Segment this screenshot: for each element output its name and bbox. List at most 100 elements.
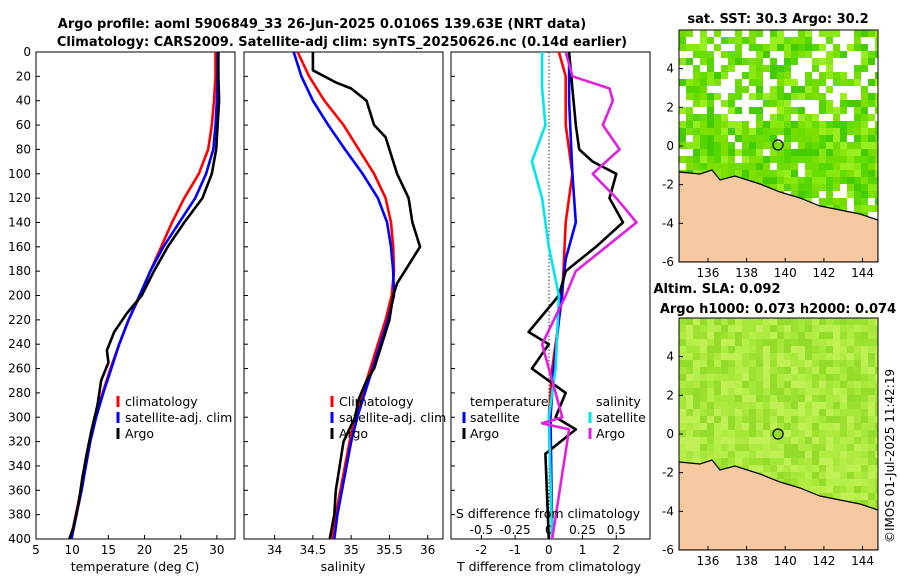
- field-cell: [749, 451, 756, 458]
- field-cell: [854, 472, 861, 479]
- field-cell: [693, 346, 700, 353]
- field-cell: [854, 465, 861, 472]
- field-cell: [875, 465, 878, 472]
- field-cell: [777, 416, 784, 423]
- field-cell: [798, 430, 805, 437]
- field-cell: [714, 107, 721, 114]
- field-cell: [868, 30, 875, 37]
- field-cell: [819, 100, 826, 107]
- field-cell: [798, 339, 805, 346]
- field-cell: [686, 318, 693, 325]
- field-cell: [854, 170, 861, 177]
- field-cell: [840, 184, 847, 191]
- field-cell: [693, 37, 700, 44]
- field-cell: [742, 332, 749, 339]
- field-cell: [805, 430, 812, 437]
- field-cell: [714, 374, 721, 381]
- field-cell: [742, 156, 749, 163]
- field-cell: [756, 170, 763, 177]
- field-cell: [840, 346, 847, 353]
- field-cell: [812, 72, 819, 79]
- field-cell: [854, 423, 861, 430]
- field-cell: [840, 451, 847, 458]
- field-cell: [812, 30, 819, 37]
- field-cell: [777, 93, 784, 100]
- field-cell: [805, 58, 812, 65]
- field-cell: [819, 44, 826, 51]
- field-cell: [861, 93, 868, 100]
- field-cell: [819, 388, 826, 395]
- field-cell: [735, 37, 742, 44]
- field-cell: [791, 37, 798, 44]
- field-cell: [854, 128, 861, 135]
- field-cell: [833, 44, 840, 51]
- field-cell: [763, 58, 770, 65]
- field-cell: [749, 409, 756, 416]
- field-cell: [700, 346, 707, 353]
- field-cell: [749, 402, 756, 409]
- field-cell: [714, 346, 721, 353]
- field-cell: [868, 339, 875, 346]
- field-cell: [756, 423, 763, 430]
- field-cell: [840, 51, 847, 58]
- field-cell: [742, 444, 749, 451]
- field-cell: [833, 79, 840, 86]
- field-cell: [763, 121, 770, 128]
- field-cell: [700, 458, 707, 465]
- difference-lines: [527, 51, 638, 540]
- field-cell: [875, 500, 878, 507]
- field-cell: [777, 44, 784, 51]
- field-cell: [798, 107, 805, 114]
- field-cell: [861, 191, 868, 198]
- field-cell: [721, 51, 728, 58]
- field-cell: [721, 142, 728, 149]
- field-cell: [770, 367, 777, 374]
- field-cell: [693, 93, 700, 100]
- field-cell: [840, 388, 847, 395]
- field-cell: [875, 402, 878, 409]
- field-cell: [770, 325, 777, 332]
- field-cell: [735, 409, 742, 416]
- field-cell: [700, 100, 707, 107]
- field-cell: [791, 388, 798, 395]
- field-cell: [735, 30, 742, 37]
- field-cell: [756, 156, 763, 163]
- field-cell: [742, 114, 749, 121]
- field-cell: [861, 346, 868, 353]
- field-cell: [707, 156, 714, 163]
- field-cell: [805, 367, 812, 374]
- field-cell: [819, 149, 826, 156]
- field-cell: [861, 381, 868, 388]
- field-cell: [714, 128, 721, 135]
- field-cell: [861, 149, 868, 156]
- field-cell: [819, 198, 826, 205]
- field-cell: [742, 65, 749, 72]
- field-cell: [735, 142, 742, 149]
- field-cell: [861, 465, 868, 472]
- ytick-label: 20: [16, 69, 31, 83]
- field-cell: [763, 381, 770, 388]
- field-cell: [756, 332, 763, 339]
- field-cell: [784, 79, 791, 86]
- field-cell: [686, 416, 693, 423]
- field-cell: [763, 65, 770, 72]
- field-cell: [763, 177, 770, 184]
- field-cell: [749, 318, 756, 325]
- field-cell: [721, 30, 728, 37]
- field-cell: [847, 430, 854, 437]
- field-cell: [749, 163, 756, 170]
- field-cell: [763, 170, 770, 177]
- field-cell: [875, 30, 878, 37]
- field-cell: [700, 353, 707, 360]
- field-cell: [784, 107, 791, 114]
- field-cell: [693, 58, 700, 65]
- map-ytick-label: -4: [662, 504, 674, 518]
- field-cell: [868, 135, 875, 142]
- field-cell: [875, 156, 878, 163]
- field-cell: [868, 191, 875, 198]
- field-cell: [826, 444, 833, 451]
- field-cell: [833, 205, 840, 212]
- field-cell: [763, 149, 770, 156]
- field-cell: [763, 128, 770, 135]
- field-cell: [861, 128, 868, 135]
